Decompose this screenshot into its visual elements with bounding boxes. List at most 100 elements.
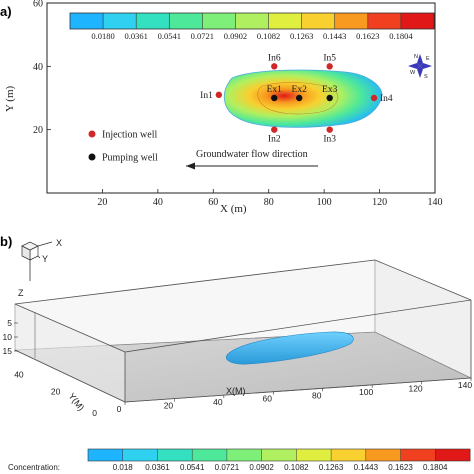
colorbar-b-border: [87, 448, 471, 462]
well-label-in4: In4: [380, 94, 393, 104]
colorbar-a-swatch: [235, 13, 269, 29]
x-tick-label-b: 120: [408, 383, 422, 393]
z-tick-label-b: 15: [3, 346, 13, 356]
colorbar-a: 0.0180 0.0361 0.0541 0.0721 0.0902 0.1082 0.12…: [69, 12, 435, 41]
legend-injection-marker: [88, 130, 96, 138]
well-marker-ex3: [326, 94, 333, 102]
triad-z-label: Z: [18, 288, 24, 298]
colorbar-b-swatch: [400, 449, 436, 461]
x-tick-label-b: 20: [164, 401, 174, 411]
colorbar-a-tick-label: 0.0361: [124, 31, 147, 41]
y-tick-label-b: 40: [14, 369, 24, 379]
y-axis-title-a: Y (m): [4, 85, 16, 112]
colorbar-b-tick-label: 0.1623: [388, 463, 413, 472]
well-label-ex3: Ex3: [322, 85, 338, 95]
compass-s: S: [424, 74, 428, 80]
x-tick-label-a: 120: [372, 197, 387, 208]
well-marker-in1: [215, 91, 223, 99]
colorbar-b-swatch: [192, 449, 228, 461]
x-tick-label-a: 60: [208, 197, 218, 208]
colorbar-a-border: [69, 12, 435, 30]
y-tick-label-a: 20: [33, 125, 43, 136]
domain-box-3d: [14, 259, 473, 403]
colorbar-a-tick-label: 0.1804: [389, 31, 413, 41]
colorbar-b-swatch: [435, 449, 471, 461]
plume-isosurface-3d: [226, 331, 354, 365]
well-marker-in2: [271, 126, 278, 133]
colorbar-a-tick-label: 0.0902: [224, 31, 247, 41]
colorbar-b: 0.018 0.0361 0.0541 0.0721 0.0902 0.1082 0.126…: [87, 448, 471, 472]
x-tick-label-a: 100: [317, 197, 332, 208]
well-marker-ex2: [296, 94, 303, 102]
flow-direction-arrow: [186, 162, 318, 170]
well-marker-in3: [326, 126, 333, 133]
z-tick-label-b: 5: [7, 318, 12, 328]
well-label-ex2: Ex2: [292, 85, 308, 95]
colorbar-b-swatch: [331, 449, 367, 461]
colorbar-b-tick-label: 0.1263: [319, 463, 344, 472]
y-tick-label-b: 20: [51, 387, 61, 397]
y-tick-label-a: 60: [33, 0, 43, 10]
well-label-ex1: Ex1: [267, 85, 283, 95]
compass-e: E: [426, 56, 430, 62]
colorbar-a-swatch: [70, 13, 104, 29]
triad-y-label: Y: [42, 254, 48, 264]
colorbar-b-tick-label: 0.018: [113, 463, 134, 472]
x-tick-label-b: 40: [213, 397, 223, 407]
axis-triad-icon: [21, 241, 53, 281]
x-tick-label-a: 40: [153, 197, 163, 208]
well-label-in5: In5: [323, 53, 336, 63]
colorbar-b-swatch: [157, 449, 193, 461]
colorbar-a-swatch: [367, 13, 402, 29]
colorbar-b-tick-label: 0.0902: [249, 463, 274, 472]
colorbar-a-tick-label: 0.0180: [91, 31, 114, 41]
x-tick-label-a: 140: [428, 197, 443, 208]
plume-contour: [224, 69, 383, 128]
wells-group: In6 In5 In1 In4 In2 In3 Ex1 Ex2 Ex3: [200, 53, 393, 144]
x-tick-label-b: 80: [312, 390, 322, 400]
y-tick-label-b: 0: [92, 408, 97, 418]
colorbar-a-swatch: [334, 13, 369, 29]
x-tick-label-b: 100: [359, 387, 373, 397]
colorbar-a-swatch: [202, 13, 236, 29]
colorbar-a-tick-label: 0.1443: [323, 31, 346, 41]
colorbar-a-swatch: [103, 13, 137, 29]
well-marker-in5: [326, 63, 333, 70]
x-axis-title-b: X(M): [226, 386, 246, 396]
colorbar-a-tick-label: 0.1263: [290, 31, 313, 41]
colorbar-b-swatch: [261, 449, 297, 461]
colorbar-b-swatch: [365, 449, 401, 461]
axes-b-ticks: 020406080100120140020406051015: [3, 318, 473, 418]
x-tick-label-b: 140: [458, 380, 472, 390]
colorbar-a-swatch: [301, 13, 336, 29]
well-label-in1: In1: [200, 91, 213, 101]
colorbar-a-tick-label: 0.1623: [356, 31, 379, 41]
colorbar-a-swatch: [268, 13, 303, 29]
axes-a-ticks: 20 40 60 80 100 120 140 20 40 60: [33, 0, 443, 208]
colorbar-a-swatch: [136, 13, 170, 29]
x-axis-title-a: X (m): [220, 203, 247, 215]
compass-w: W: [410, 70, 416, 76]
well-label-in2: In2: [268, 135, 281, 145]
colorbar-b-title: Concentration:: [8, 463, 60, 472]
legend-pumping-marker: [88, 153, 96, 161]
colorbar-a-swatch: [169, 13, 203, 29]
legend-injection-label: Injection well: [102, 130, 157, 141]
colorbar-b-tick-label: 0.0721: [215, 463, 240, 472]
colorbar-b-tick-label: 0.1082: [284, 463, 309, 472]
z-tick-label-b: 10: [3, 332, 13, 342]
well-marker-in6: [271, 63, 278, 70]
legend-pumping-label: Pumping well: [102, 153, 158, 164]
panel-b-label: b): [0, 234, 12, 249]
y-tick-label-a: 40: [33, 62, 43, 73]
colorbar-a-tick-label: 0.0541: [158, 31, 181, 41]
compass-n: N: [414, 54, 418, 60]
panel-a-label: a): [0, 4, 12, 19]
colorbar-b-tick-label: 0.0541: [180, 463, 205, 472]
x-tick-label-a: 20: [97, 197, 107, 208]
x-tick-label-b: 60: [263, 394, 273, 404]
y-axis-title-b: Y(M): [66, 391, 86, 413]
flow-direction-label: Groundwater flow direction: [196, 149, 308, 160]
colorbar-b-swatch: [296, 449, 332, 461]
